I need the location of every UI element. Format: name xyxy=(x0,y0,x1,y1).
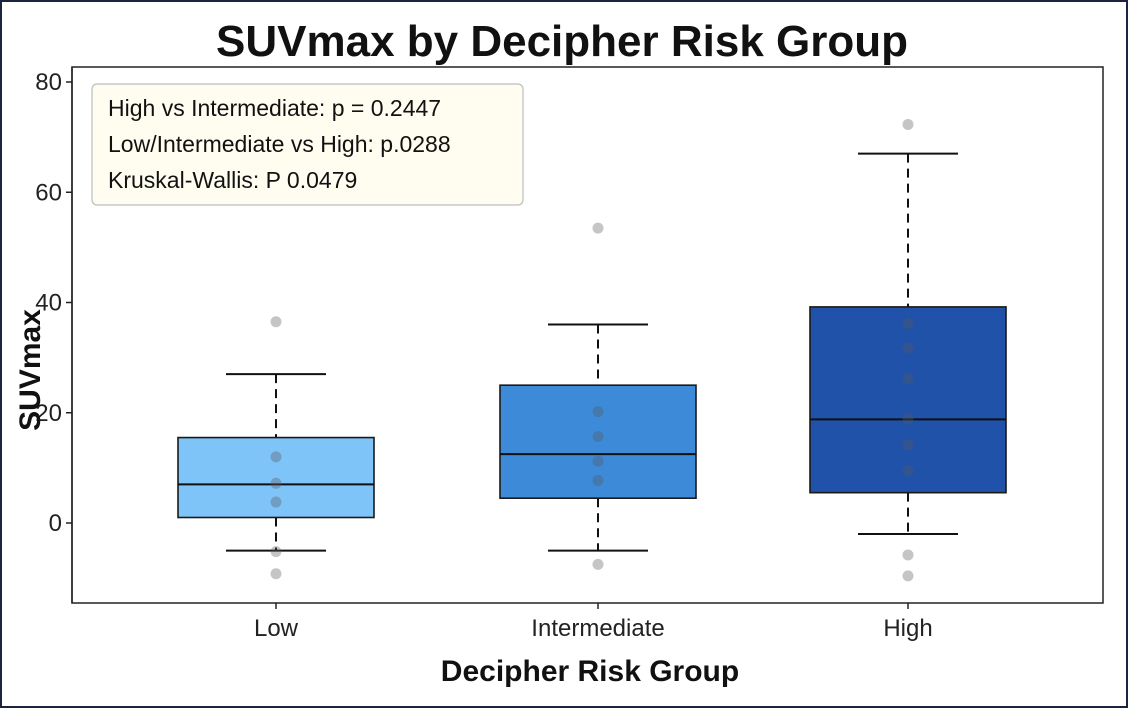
data-point xyxy=(902,118,914,130)
annotation-line-3: Kruskal-Wallis: P 0.0479 xyxy=(108,167,357,193)
data-point xyxy=(592,558,604,570)
annotation-box xyxy=(91,83,524,206)
iqr-box xyxy=(499,384,697,499)
data-point xyxy=(902,439,914,451)
data-point xyxy=(902,342,914,354)
iqr-box xyxy=(809,306,1007,494)
data-point xyxy=(902,413,914,425)
box-intermediate xyxy=(499,222,697,570)
data-point xyxy=(592,222,604,234)
y-tick-label: 20 xyxy=(35,400,62,427)
data-point xyxy=(902,549,914,561)
box-high xyxy=(809,118,1007,582)
stats-annotation: High vs Intermediate: p = 0.2447 Low/Int… xyxy=(91,83,524,206)
data-point xyxy=(902,570,914,582)
y-tick-label: 0 xyxy=(49,510,62,537)
data-point xyxy=(592,475,604,487)
data-point xyxy=(270,496,282,508)
data-point xyxy=(592,430,604,442)
box-low xyxy=(177,316,375,580)
y-axis: 0 20 40 60 80 xyxy=(35,67,73,603)
annotation-line-1: High vs Intermediate: p = 0.2447 xyxy=(108,95,441,121)
x-axis-title: Decipher Risk Group xyxy=(441,655,739,688)
y-tick-label: 80 xyxy=(35,69,62,96)
data-point xyxy=(902,373,914,385)
data-point xyxy=(592,455,604,467)
x-tick-label: Intermediate xyxy=(531,615,664,642)
data-point xyxy=(902,465,914,477)
data-point xyxy=(270,568,282,580)
y-tick-label: 40 xyxy=(35,290,62,317)
x-axis: Low Intermediate High xyxy=(254,603,933,642)
x-tick-label: High xyxy=(883,615,932,642)
chart-title: SUVmax by Decipher Risk Group xyxy=(216,17,908,66)
data-point xyxy=(592,406,604,418)
data-point xyxy=(270,316,282,328)
x-tick-label: Low xyxy=(254,615,299,642)
data-point xyxy=(902,317,914,329)
box-series xyxy=(177,118,1007,582)
y-axis-title: SUVmax xyxy=(14,309,47,431)
y-tick-label: 60 xyxy=(35,179,62,206)
data-point xyxy=(270,546,282,558)
annotation-line-2: Low/Intermediate vs High: p.0288 xyxy=(108,131,451,157)
data-point xyxy=(270,451,282,463)
iqr-box xyxy=(177,436,375,519)
data-point xyxy=(270,477,282,489)
